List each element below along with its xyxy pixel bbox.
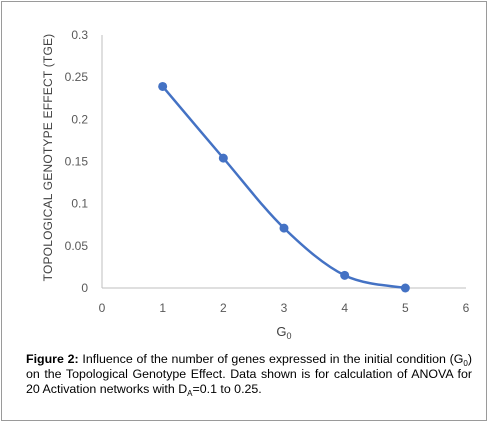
- line-chart: 0 0.05 0.1 0.15 0.2 0.25 0.3 0 1 2 3 4 5 6 TOPOLOGIC…: [41, 28, 470, 341]
- caption-sub-2: A: [187, 389, 193, 398]
- data-point: [340, 270, 350, 280]
- x-tick-label: 4: [341, 301, 348, 315]
- caption-text-3: =0.1 to 0.25.: [192, 382, 262, 396]
- y-tick-label: 0.15: [65, 155, 89, 169]
- x-axis-label: G0: [276, 324, 291, 341]
- y-axis-label: TOPOLOGICAL GENOTYPE EFFECT (TGE): [41, 34, 55, 282]
- x-tick-label: 3: [281, 301, 288, 315]
- y-tick-label: 0.2: [71, 112, 88, 126]
- y-tick-label: 0.25: [65, 70, 89, 84]
- caption-text-1: Influence of the number of genes express…: [78, 352, 464, 366]
- x-axis-label-main: G: [276, 324, 286, 339]
- x-axis-label-sub: 0: [287, 331, 292, 341]
- data-point: [158, 81, 168, 91]
- y-tick-label: 0: [81, 281, 88, 295]
- x-tick-label: 0: [99, 301, 106, 315]
- caption-sub-1: 0: [463, 359, 468, 368]
- x-tick-label: 2: [220, 301, 227, 315]
- data-point: [218, 153, 228, 163]
- caption-text-2: ) on the Topological Genotype Effect. Da…: [26, 352, 472, 396]
- data-point: [400, 283, 410, 293]
- x-tick-labels: 0 1 2 3 4 5 6: [99, 301, 470, 315]
- chart-axes: [101, 35, 466, 289]
- y-tick-label: 0.1: [71, 197, 88, 211]
- series-line: [161, 85, 406, 290]
- data-point: [279, 223, 289, 233]
- x-tick-label: 5: [402, 301, 409, 315]
- caption-label: Figure 2:: [26, 352, 79, 366]
- x-tick-label: 1: [159, 301, 166, 315]
- series-markers: [158, 81, 410, 293]
- figure-caption: Figure 2: Influence of the number of gen…: [26, 352, 472, 398]
- y-tick-labels: 0 0.05 0.1 0.15 0.2 0.25 0.3: [65, 28, 89, 295]
- y-tick-label: 0.05: [65, 239, 89, 253]
- y-tick-label: 0.3: [71, 28, 88, 42]
- x-tick-label: 6: [463, 301, 470, 315]
